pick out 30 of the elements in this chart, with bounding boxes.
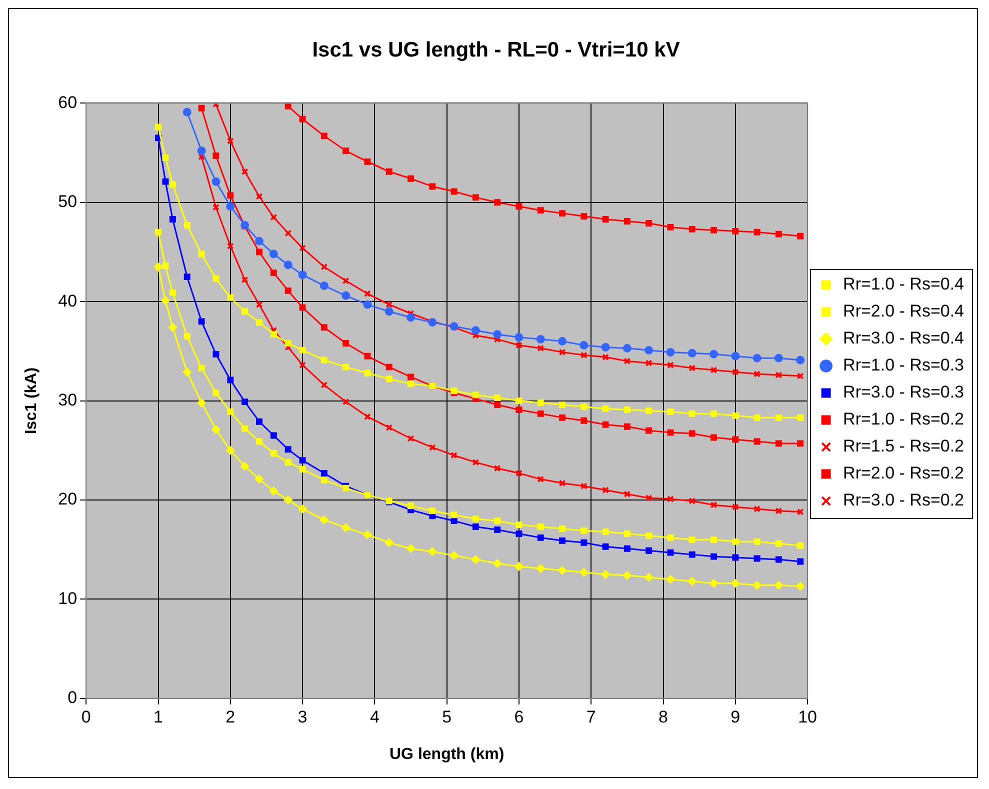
y-tick-label: 0 [68,688,78,708]
x-tick-label: 4 [370,707,380,726]
x-tick-label: 5 [442,707,452,726]
legend-label: Rr=3.0 - Rs=0.2 [843,490,964,510]
x-tick-label: 2 [226,707,236,726]
x-tick-label: 7 [586,707,596,726]
x-tick-label: 3 [298,707,308,726]
x-tick-label: 8 [658,707,668,726]
x-tick-label: 10 [798,707,818,726]
legend-label: Rr=2.0 - Rs=0.4 [843,302,964,321]
y-tick-label: 40 [58,291,78,310]
y-tick-label: 60 [58,92,78,112]
legend-label: Rr=1.0 - Rs=0.2 [843,410,964,429]
x-tick-label: 0 [81,707,91,726]
x-tick-label: 1 [154,707,163,726]
legend-label: Rr=2.0 - Rs=0.2 [843,464,964,483]
y-axis-title: Isc1 (kA) [23,367,40,434]
y-tick-label: 50 [58,192,78,212]
x-axis-title: UG length (km) [389,746,504,763]
x-tick-label: 9 [730,707,740,726]
y-tick-label: 30 [58,390,78,410]
y-tick-label: 20 [58,490,78,509]
legend-label: Rr=1.0 - Rs=0.4 [843,274,964,294]
legend-label: Rr=3.0 - Rs=0.3 [843,382,964,402]
legend-label: Rr=1.5 - Rs=0.2 [843,436,964,456]
x-tick-label: 6 [514,707,524,726]
chart-title: Isc1 vs UG length - RL=0 - Vtri=10 kV [312,38,680,62]
legend-label: Rr=3.0 - Rs=0.4 [843,328,964,348]
legend-label: Rr=1.0 - Rs=0.3 [843,356,964,375]
y-tick-label: 10 [58,588,78,608]
